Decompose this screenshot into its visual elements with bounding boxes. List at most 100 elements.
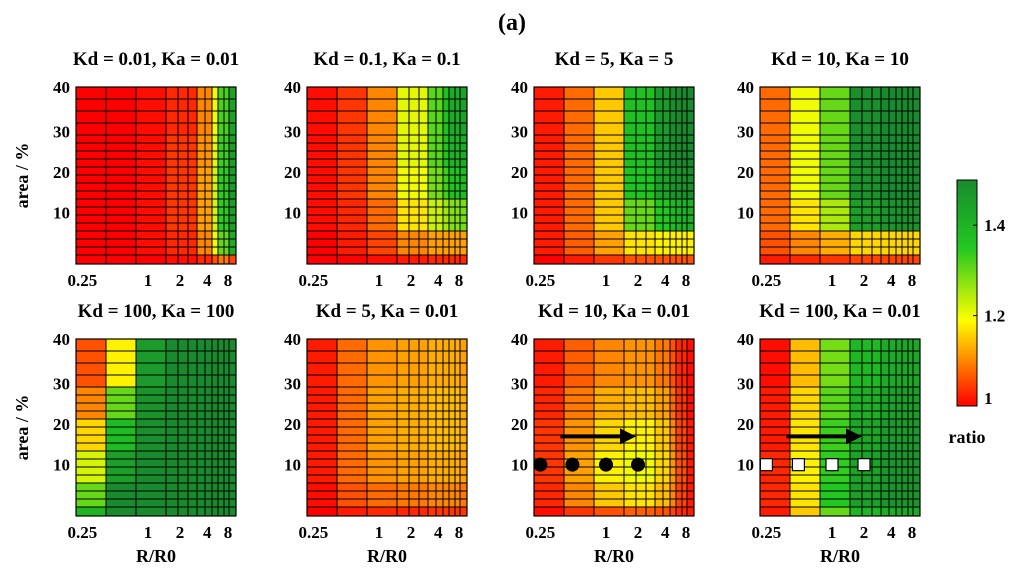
- heatmap-cell: [177, 134, 189, 144]
- y-tick-label: 30: [511, 122, 528, 141]
- heatmap-cell: [459, 506, 468, 517]
- heatmap-cell: [448, 122, 456, 136]
- heatmap-cell: [888, 166, 897, 176]
- heatmap-cell: [789, 182, 821, 192]
- heatmap-cell: [217, 350, 225, 364]
- heatmap-cell: [228, 386, 237, 396]
- heatmap-cell: [105, 410, 137, 420]
- heatmap-cell: [223, 442, 230, 452]
- heatmap-cell: [187, 190, 198, 200]
- heatmap-cell: [888, 466, 897, 476]
- heatmap-cell: [669, 166, 677, 176]
- heatmap-cell: [623, 474, 637, 484]
- heatmap-cell: [681, 474, 688, 484]
- heatmap-cell: [211, 442, 219, 452]
- heatmap-cell: [165, 466, 179, 476]
- heatmap-cell: [675, 482, 683, 492]
- heatmap-cell: [204, 198, 213, 208]
- heatmap-cell: [454, 474, 461, 484]
- heatmap-cell: [204, 338, 213, 352]
- heatmap-cell: [396, 402, 410, 412]
- heatmap-cell: [211, 490, 219, 500]
- heatmap-cell: [759, 238, 791, 248]
- heatmap-cell: [211, 238, 219, 248]
- heatmap-cell: [861, 134, 873, 144]
- heatmap-cell: [563, 338, 595, 352]
- heatmap-cell: [187, 174, 198, 184]
- heatmap-cell: [135, 434, 167, 444]
- heatmap-cell: [635, 490, 647, 500]
- heatmap-cell: [217, 506, 225, 517]
- heatmap-cell: [533, 450, 565, 460]
- heatmap-cell: [593, 110, 625, 124]
- heatmap-cell: [408, 142, 420, 152]
- heatmap-cell: [306, 206, 338, 216]
- heatmap-cell: [645, 238, 656, 248]
- heatmap-cell: [427, 386, 437, 396]
- heatmap-cell: [228, 214, 237, 224]
- heatmap-cell: [880, 338, 890, 352]
- heatmap-cell: [135, 206, 167, 216]
- heatmap-cell: [204, 222, 213, 232]
- heatmap-cell: [759, 442, 791, 452]
- heatmap-cell: [645, 158, 656, 168]
- heatmap-cell: [681, 182, 688, 192]
- heatmap-cell: [435, 490, 444, 500]
- heatmap-cell: [448, 230, 456, 240]
- heatmap-cell: [454, 434, 461, 444]
- heatmap-cell: [105, 206, 137, 216]
- heatmap-cell: [912, 426, 921, 436]
- heatmap-cell: [223, 386, 230, 396]
- heatmap-cell: [204, 166, 213, 176]
- heatmap-cell: [912, 362, 921, 376]
- heatmap-cell: [427, 474, 437, 484]
- heatmap-cell: [686, 86, 695, 100]
- heatmap-cell: [635, 150, 647, 160]
- heatmap-cell: [635, 86, 647, 100]
- heatmap-cell: [448, 458, 456, 468]
- heatmap-cell: [336, 246, 368, 256]
- heatmap-cell: [819, 110, 851, 124]
- x-tick-label: 8: [224, 271, 233, 290]
- heatmap-cell: [211, 198, 219, 208]
- heatmap-cell: [901, 474, 909, 484]
- heatmap-cell: [196, 246, 206, 256]
- heatmap-cell: [623, 442, 637, 452]
- heatmap-cell: [396, 122, 410, 136]
- heatmap-cell: [228, 142, 237, 152]
- heatmap-cell: [336, 338, 368, 352]
- heatmap-cell: [177, 142, 189, 152]
- heatmap-cell: [336, 206, 368, 216]
- heatmap-cell: [849, 450, 863, 460]
- heatmap-cell: [819, 238, 851, 248]
- heatmap-cell: [635, 238, 647, 248]
- heatmap-cell: [165, 374, 179, 388]
- heatmap-cell: [75, 86, 107, 100]
- panel-title: Kd = 5, Ka = 0.01: [316, 301, 459, 322]
- heatmap-cell: [861, 158, 873, 168]
- heatmap-cell: [759, 142, 791, 152]
- heatmap-cell: [635, 166, 647, 176]
- heatmap-cell: [907, 98, 914, 112]
- heatmap-cell: [645, 490, 656, 500]
- heatmap-cell: [396, 230, 410, 240]
- heatmap-cell: [459, 254, 468, 265]
- heatmap-cell: [228, 190, 237, 200]
- heatmap-cell: [871, 150, 882, 160]
- heatmap-cell: [196, 238, 206, 248]
- heatmap-cell: [759, 362, 791, 376]
- heatmap-cell: [645, 150, 656, 160]
- heatmap-cell: [165, 482, 179, 492]
- heatmap-cell: [418, 350, 429, 364]
- heatmap-cell: [366, 434, 398, 444]
- heatmap-cell: [217, 158, 225, 168]
- heatmap-cell: [418, 142, 429, 152]
- heatmap-cell: [888, 246, 897, 256]
- heatmap-cell: [669, 474, 677, 484]
- panel-frame: [759, 338, 921, 517]
- heatmap-cell: [819, 158, 851, 168]
- heatmap-cell: [211, 402, 219, 412]
- heatmap-cell: [196, 402, 206, 412]
- heatmap-cell: [871, 174, 882, 184]
